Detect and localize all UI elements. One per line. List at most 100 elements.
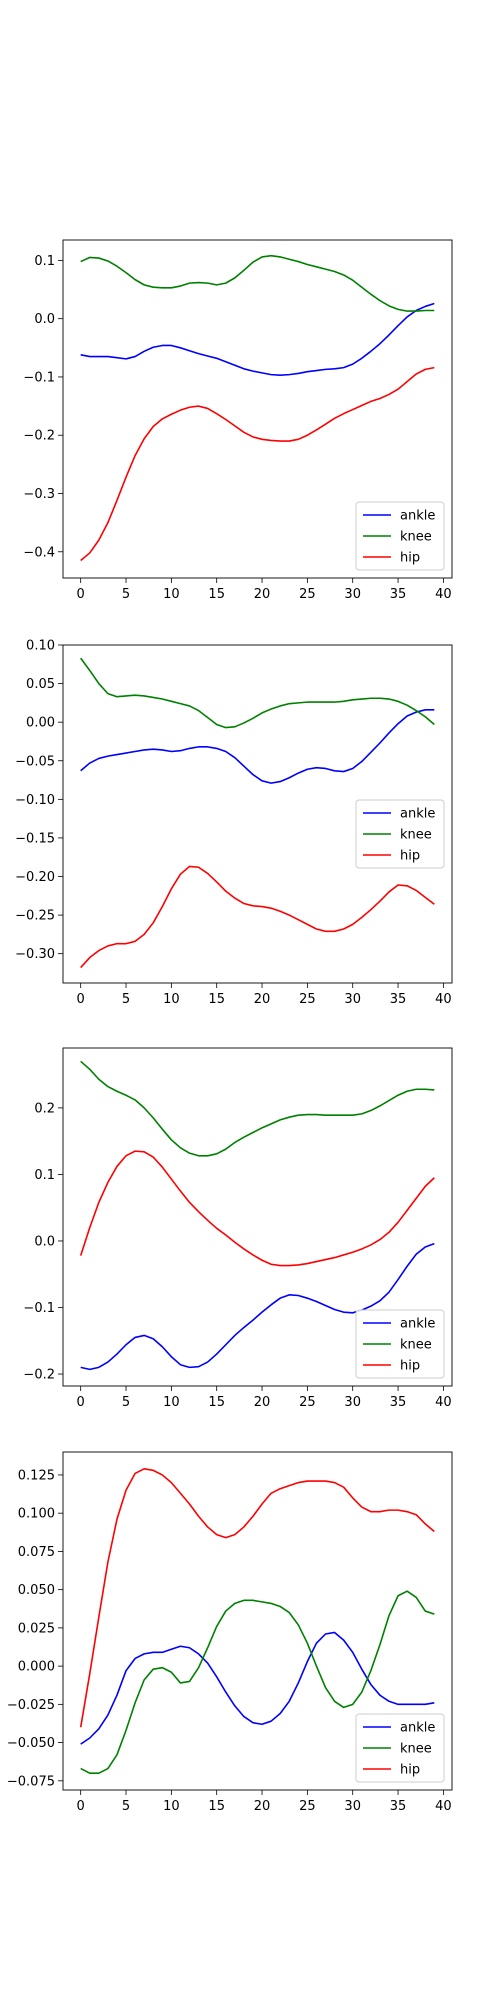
axes-frame bbox=[62, 1451, 453, 1791]
x-tick-label: 10 bbox=[163, 587, 180, 602]
legend-label-ankle: ankle bbox=[400, 807, 435, 822]
legend-label-knee: knee bbox=[400, 1742, 432, 1757]
legend-label-ankle: ankle bbox=[400, 509, 435, 524]
legend-label-ankle: ankle bbox=[400, 1317, 435, 1332]
y-tick-label: −0.2 bbox=[23, 429, 55, 444]
series-line-ankle bbox=[80, 709, 435, 784]
chart-3: 0 5 10 15 20 25 30 35 40 −0.2 −0.1 0.0 0.1 0.2 ankle kn… bbox=[23, 1047, 453, 1410]
y-tick-label: 0.0 bbox=[34, 312, 55, 327]
x-tick-label: 15 bbox=[208, 992, 225, 1007]
legend-label-knee: knee bbox=[400, 530, 432, 545]
legend: ankle knee hip bbox=[355, 1713, 445, 1783]
x-tick-label: 10 bbox=[163, 1395, 180, 1410]
y-tick-label: 0.075 bbox=[18, 1545, 55, 1560]
x-tick-label: 30 bbox=[344, 587, 361, 602]
x-tick-label: 5 bbox=[122, 1799, 130, 1814]
y-tick-label: −0.075 bbox=[7, 1774, 55, 1789]
x-tick-label: 25 bbox=[299, 1395, 316, 1410]
y-tick-label: 0.10 bbox=[26, 639, 55, 654]
y-tick-label: 0.125 bbox=[18, 1468, 55, 1483]
legend: ankle knee hip bbox=[355, 1309, 445, 1379]
x-tick-label: 30 bbox=[344, 992, 361, 1007]
legend-label-hip: hip bbox=[400, 1359, 420, 1374]
x-tick-label: 10 bbox=[163, 992, 180, 1007]
x-tick-label: 0 bbox=[77, 587, 85, 602]
x-tick-label: 10 bbox=[163, 1799, 180, 1814]
series-line-knee bbox=[80, 1590, 435, 1774]
x-tick-label: 5 bbox=[122, 587, 130, 602]
y-tick-label: −0.25 bbox=[15, 909, 55, 924]
series-line-ankle bbox=[80, 302, 435, 377]
y-tick-label: −0.15 bbox=[15, 831, 55, 846]
x-tick-label: 15 bbox=[208, 1799, 225, 1814]
x-tick-label: 15 bbox=[208, 587, 225, 602]
legend: ankle knee hip bbox=[355, 799, 445, 869]
y-tick-label: 0.1 bbox=[34, 1168, 55, 1183]
x-tick-label: 20 bbox=[254, 992, 271, 1007]
y-tick-label: −0.025 bbox=[7, 1698, 55, 1713]
y-tick-label: −0.10 bbox=[15, 793, 55, 808]
x-tick-label: 40 bbox=[435, 587, 452, 602]
legend-box bbox=[355, 799, 445, 869]
y-tick-label: −0.1 bbox=[23, 1301, 55, 1316]
series-line-hip bbox=[80, 865, 435, 969]
y-tick-label: 0.2 bbox=[34, 1101, 55, 1116]
x-tick-label: 35 bbox=[390, 992, 407, 1007]
y-tick-label: 0.025 bbox=[18, 1621, 55, 1636]
y-tick-label: 0.05 bbox=[26, 677, 55, 692]
y-tick-label: −0.2 bbox=[23, 1368, 55, 1383]
x-tick-label: 15 bbox=[208, 1395, 225, 1410]
chart-1: 0 5 10 15 20 25 30 35 40 −0.4 −0.3 −0.2 −0.1 0.0 0.1 an… bbox=[23, 239, 453, 602]
legend-label-hip: hip bbox=[400, 1763, 420, 1778]
series-line-ankle bbox=[80, 1242, 435, 1371]
x-tick-label: 40 bbox=[435, 1395, 452, 1410]
legend-box bbox=[355, 1309, 445, 1379]
legend-box bbox=[355, 501, 445, 571]
y-tick-label: 0.050 bbox=[18, 1583, 55, 1598]
x-tick-label: 35 bbox=[390, 1395, 407, 1410]
series-line-hip bbox=[79, 1468, 435, 1728]
axes-frame bbox=[62, 644, 453, 984]
chart-4: 0 5 10 15 20 25 30 35 40 −0.075 −0.050 −0.025 0.000 0… bbox=[7, 1451, 453, 1814]
y-tick-label: 0.100 bbox=[18, 1507, 55, 1522]
x-tick-label: 35 bbox=[390, 1799, 407, 1814]
x-tick-label: 20 bbox=[254, 587, 271, 602]
y-tick-label: −0.1 bbox=[23, 370, 55, 385]
axes-frame bbox=[62, 1047, 453, 1387]
x-tick-label: 5 bbox=[122, 992, 130, 1007]
series-line-knee bbox=[80, 254, 435, 312]
x-tick-label: 0 bbox=[77, 1799, 85, 1814]
y-tick-label: −0.05 bbox=[15, 754, 55, 769]
x-tick-label: 35 bbox=[390, 587, 407, 602]
x-tick-label: 25 bbox=[299, 992, 316, 1007]
series-line-hip bbox=[80, 366, 435, 562]
x-tick-label: 20 bbox=[254, 1395, 271, 1410]
x-tick-label: 25 bbox=[299, 587, 316, 602]
x-tick-label: 0 bbox=[77, 1395, 85, 1410]
y-tick-label: 0.00 bbox=[26, 716, 55, 731]
series-line-ankle bbox=[80, 1631, 435, 1745]
x-tick-label: 30 bbox=[344, 1395, 361, 1410]
y-tick-label: −0.3 bbox=[23, 487, 55, 502]
legend-label-hip: hip bbox=[400, 551, 420, 566]
x-tick-label: 0 bbox=[77, 992, 85, 1007]
series-line-knee bbox=[80, 657, 435, 729]
series-line-knee bbox=[80, 1060, 435, 1157]
x-tick-label: 40 bbox=[435, 992, 452, 1007]
x-tick-label: 20 bbox=[254, 1799, 271, 1814]
legend-label-knee: knee bbox=[400, 828, 432, 843]
legend: ankle knee hip bbox=[355, 501, 445, 571]
y-tick-label: −0.20 bbox=[15, 870, 55, 885]
x-tick-label: 30 bbox=[344, 1799, 361, 1814]
legend-label-hip: hip bbox=[400, 849, 420, 864]
axes-frame bbox=[62, 239, 453, 579]
legend-label-ankle: ankle bbox=[400, 1721, 435, 1736]
y-tick-label: −0.4 bbox=[23, 545, 55, 560]
series-line-hip bbox=[79, 1150, 435, 1267]
y-tick-label: 0.0 bbox=[34, 1234, 55, 1249]
legend-box bbox=[355, 1713, 445, 1783]
y-tick-label: −0.30 bbox=[15, 947, 55, 962]
y-tick-label: −0.050 bbox=[7, 1736, 55, 1751]
chart-2: 0 5 10 15 20 25 30 35 40 −0.30 −0.25 −0.20 −0.15 −0.1… bbox=[15, 639, 453, 1007]
